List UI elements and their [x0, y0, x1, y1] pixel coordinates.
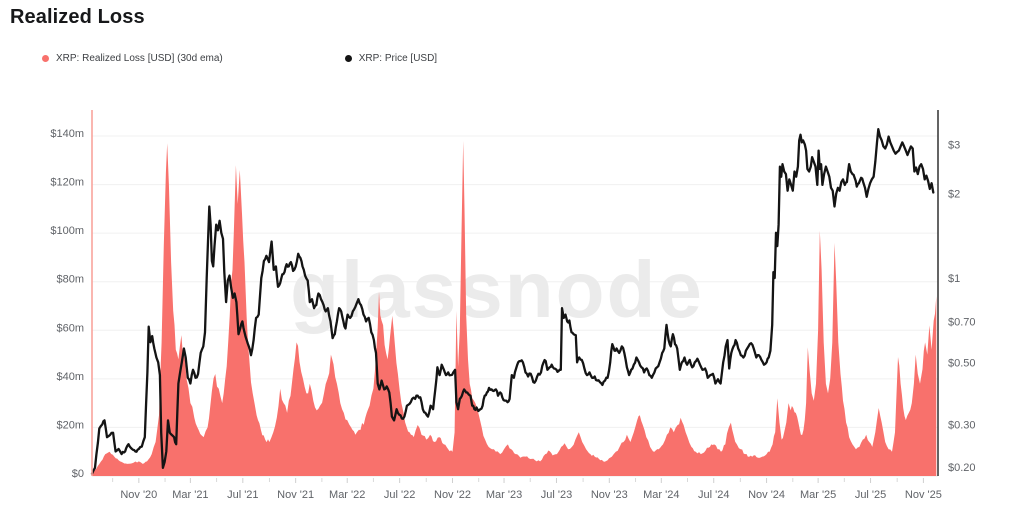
x-tick-label: Jul '22: [384, 489, 415, 501]
legend-item-realized-loss[interactable]: XRP: Realized Loss [USD] (30d ema): [42, 53, 223, 64]
y-left-tick-label: $40m: [56, 371, 84, 383]
x-tick-label: Jul '25: [855, 489, 886, 501]
x-tick-label: Jul '21: [227, 489, 258, 501]
x-tick-label: Nov '23: [591, 489, 628, 501]
legend: XRP: Realized Loss [USD] (30d ema) XRP: …: [42, 53, 437, 64]
y-right-tick-label: $2: [948, 189, 960, 201]
x-tick-label: Jul '23: [541, 489, 572, 501]
x-tick-label: Mar '23: [486, 489, 522, 501]
y-right-tick-label: $0.70: [948, 316, 976, 328]
legend-label-realized-loss: XRP: Realized Loss [USD] (30d ema): [56, 53, 223, 64]
x-tick-label: Mar '24: [643, 489, 679, 501]
legend-label-price: XRP: Price [USD]: [358, 53, 438, 64]
y-axis-right-labels: $3 $2 $1 $0.70 $0.50 $0.30 $0.20: [948, 139, 976, 474]
x-tick-label: Mar '21: [172, 489, 208, 501]
price-line-series: [90, 128, 935, 475]
x-tick-label: Nov '22: [434, 489, 471, 501]
glassnode-watermark: glassnode: [290, 245, 704, 334]
x-tick-label: Nov '20: [120, 489, 157, 501]
x-tick-label: Mar '22: [329, 489, 365, 501]
realized-loss-area-series: [92, 140, 937, 476]
page-title: Realized Loss: [10, 6, 145, 28]
y-right-tick-label: $3: [948, 139, 960, 151]
y-left-tick-label: $60m: [56, 322, 84, 334]
y-axis-left-labels: $0 $20m $40m $60m $80m $100m $120m $140m: [50, 128, 84, 480]
y-right-tick-label: $1: [948, 273, 960, 285]
y-left-tick-label: $0: [72, 468, 84, 480]
y-left-tick-label: $140m: [50, 128, 84, 140]
y-right-tick-label: $0.50: [948, 357, 976, 369]
y-right-tick-label: $0.30: [948, 419, 976, 431]
x-tick-label: Mar '25: [800, 489, 836, 501]
legend-item-price[interactable]: XRP: Price [USD]: [344, 53, 438, 64]
x-axis: Nov '20 Mar '21 Jul '21 Nov '21 Mar '22 Jul '…: [112, 478, 942, 501]
x-tick-label: Nov '25: [905, 489, 942, 501]
y-right-tick-label: $0.20: [948, 462, 976, 474]
y-left-tick-label: $120m: [50, 177, 84, 189]
y-left-tick-label: $80m: [56, 274, 84, 286]
y-left-tick-label: $100m: [50, 225, 84, 237]
series-dot-icon: [344, 55, 352, 62]
x-tick-label: Nov '21: [277, 489, 314, 501]
y-left-tick-label: $20m: [56, 419, 84, 431]
x-tick-label: Jul '24: [698, 489, 729, 501]
x-tick-label: Nov '24: [748, 489, 785, 501]
series-dot-icon: [42, 55, 49, 62]
